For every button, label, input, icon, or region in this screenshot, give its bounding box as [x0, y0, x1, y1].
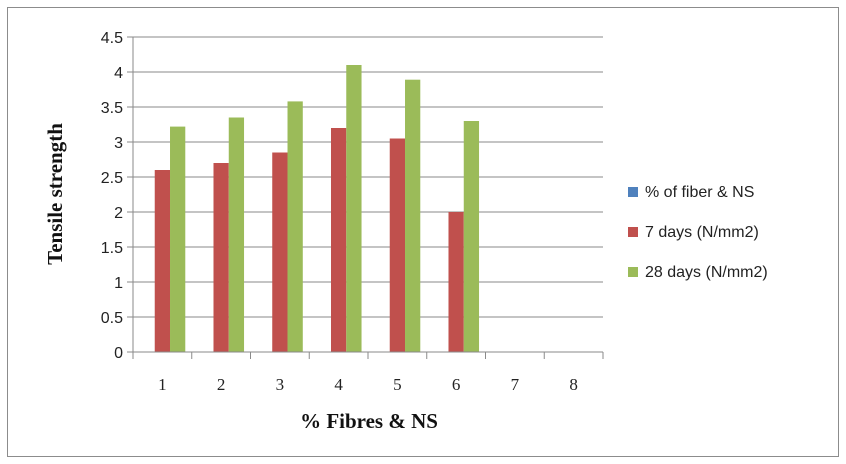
y-tick-label: 3 — [114, 135, 123, 152]
y-tick-label: 0.5 — [101, 310, 123, 327]
x-axis-title: % Fibres & NS — [300, 409, 438, 433]
legend-swatch — [628, 267, 638, 277]
x-tick-label: 8 — [569, 375, 578, 394]
bar — [287, 101, 303, 353]
legend-label: % of fiber & NS — [645, 184, 754, 201]
y-tick-label: 0 — [114, 345, 123, 362]
axes — [132, 37, 604, 359]
x-tick-label: 7 — [511, 375, 520, 394]
x-tick-label: 5 — [393, 375, 402, 394]
bar — [405, 79, 421, 352]
y-tick-label: 4 — [114, 65, 123, 82]
bar — [154, 170, 171, 352]
bar — [346, 65, 362, 352]
x-tick-label: 2 — [217, 375, 226, 394]
bars — [154, 65, 480, 353]
chart-frame — [7, 7, 839, 457]
y-tick-label: 1 — [114, 275, 123, 292]
y-axis-title: Tensile strength — [43, 123, 67, 265]
bar — [448, 212, 464, 352]
y-tick-label: 4.5 — [101, 30, 123, 47]
bar — [213, 163, 229, 352]
bar — [272, 152, 288, 352]
legend-label: 7 days (N/mm2) — [645, 224, 759, 241]
bar — [228, 117, 245, 352]
x-tick-label: 4 — [334, 375, 343, 394]
legend-swatch — [628, 187, 638, 197]
gridlines — [127, 36, 603, 353]
y-tick-label: 2.5 — [101, 170, 123, 187]
bar — [330, 128, 347, 352]
legend-label: 28 days (N/mm2) — [645, 264, 768, 281]
bar — [463, 121, 480, 352]
bar — [170, 126, 186, 352]
bar — [389, 138, 406, 352]
y-tick-label: 1.5 — [101, 240, 123, 257]
legend: % of fiber & NS 7 days (N/mm2) 28 days (N/… — [628, 184, 768, 281]
y-tick-label: 3.5 — [101, 100, 123, 117]
y-tick-labels: 0 0.5 1 1.5 2 2.5 3 3.5 4 4.5 — [101, 30, 123, 362]
legend-swatch — [628, 227, 638, 237]
y-tick-label: 2 — [114, 205, 123, 222]
x-tick-label: 3 — [276, 375, 285, 394]
x-tick-labels: 1 2 3 4 5 6 7 8 — [158, 375, 578, 394]
x-tick-label: 1 — [158, 375, 167, 394]
x-tick-label: 6 — [452, 375, 461, 394]
